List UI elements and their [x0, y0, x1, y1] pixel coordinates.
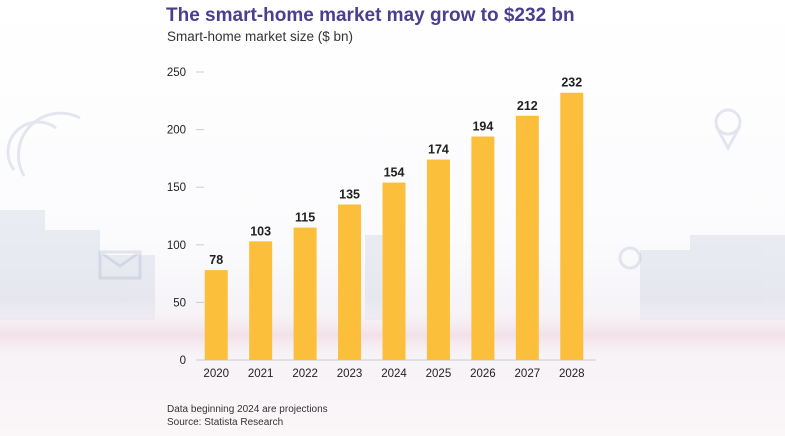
y-tick-label: 250 [167, 67, 186, 79]
bar-value-label: 135 [339, 187, 360, 201]
x-tick-label: 2025 [426, 368, 452, 380]
bar-value-label: 78 [209, 253, 223, 267]
bar-value-label: 232 [561, 76, 582, 90]
bar [471, 136, 495, 360]
y-tick-label: 0 [180, 355, 186, 367]
x-tick-label: 2022 [292, 368, 318, 380]
bar-value-label: 212 [517, 99, 538, 113]
bar [382, 182, 406, 360]
bar-value-label: 174 [428, 143, 449, 157]
bar [249, 241, 273, 360]
bar [338, 204, 362, 360]
chart-title: The smart-home market may grow to $232 b… [166, 5, 575, 26]
bar-value-label: 115 [295, 211, 315, 225]
chart-subtitle: Smart-home market size ($ bn) [167, 29, 354, 44]
x-tick-label: 2021 [248, 368, 274, 380]
x-tick-label: 2027 [515, 368, 541, 380]
bar-value-label: 194 [472, 120, 493, 134]
projection-note: Data beginning 2024 are projections [167, 404, 328, 415]
y-tick-label: 50 [173, 297, 186, 309]
bar [560, 92, 584, 361]
bar [426, 159, 450, 360]
source-note: Source: Statista Research [167, 416, 284, 428]
bar [293, 227, 317, 360]
bar-value-label: 154 [384, 166, 405, 180]
y-tick-label: 100 [167, 240, 186, 252]
bar [204, 270, 228, 360]
y-tick-label: 150 [167, 182, 186, 194]
x-tick-label: 2020 [203, 368, 229, 380]
x-tick-label: 2028 [559, 368, 585, 380]
bar [515, 115, 539, 360]
x-tick-label: 2023 [337, 368, 363, 380]
chart-footnotes: Data beginning 2024 are projections Sour… [167, 404, 328, 429]
bar-value-label: 103 [250, 224, 271, 238]
y-tick-label: 200 [167, 125, 186, 137]
x-tick-label: 2024 [381, 368, 407, 380]
x-tick-label: 2026 [470, 368, 496, 380]
